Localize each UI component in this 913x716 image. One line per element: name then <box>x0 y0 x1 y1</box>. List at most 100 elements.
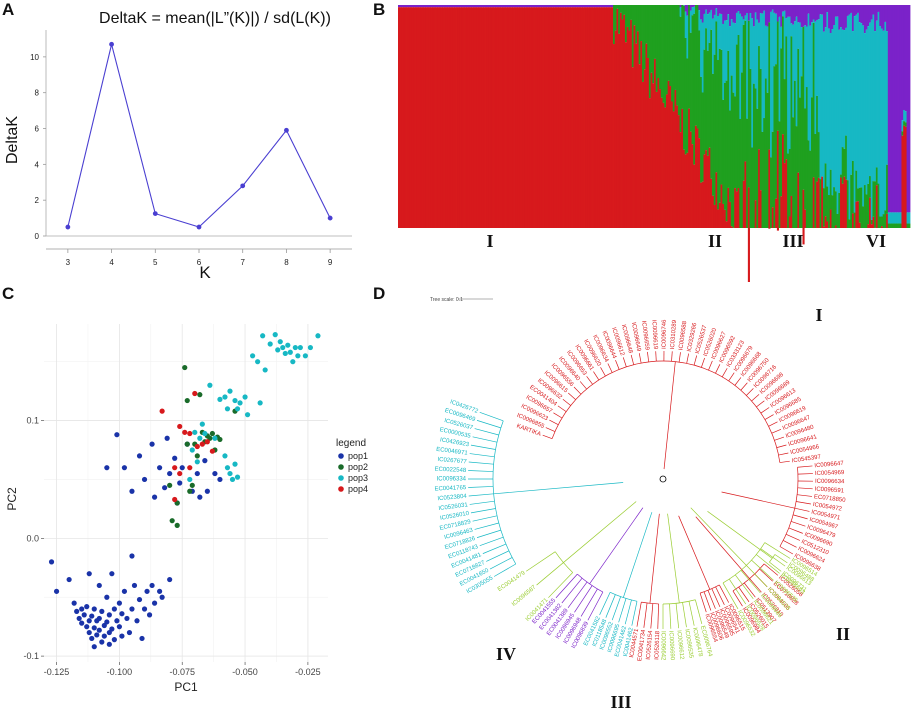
structure-bar-segment <box>425 5 428 8</box>
structure-bar-segment <box>826 221 829 228</box>
structure-bar-segment <box>845 27 848 136</box>
structure-bar-segment <box>548 5 551 8</box>
structure-bar-segment <box>442 7 445 229</box>
structure-bar-segment <box>539 7 542 229</box>
structure-bar-segment <box>435 7 438 229</box>
structure-bar-segment <box>747 5 750 21</box>
structure-bar-segment <box>908 5 911 213</box>
structure-bar-segment <box>836 16 839 215</box>
structure-bar-segment <box>664 5 667 108</box>
structure-bar-segment <box>698 5 701 11</box>
structure-bar-segment <box>643 69 646 228</box>
pca-point-pop2 <box>209 430 215 437</box>
tree-branch <box>760 407 770 414</box>
structure-bar-segment <box>684 11 687 38</box>
structure-bar-segment <box>611 7 614 229</box>
structure-bar-segment <box>433 7 436 229</box>
structure-bar-segment <box>495 5 498 8</box>
structure-bar-segment <box>730 19 733 76</box>
structure-bar-segment <box>855 14 858 171</box>
pca-point-pop1 <box>86 571 92 577</box>
structure-bar-segment <box>503 5 506 8</box>
structure-bar-segment <box>904 122 907 127</box>
structure-bar-segment <box>840 177 843 228</box>
structure-bar-segment <box>782 5 785 12</box>
structure-bar-segment <box>869 197 872 228</box>
structure-bar-segment <box>880 226 884 228</box>
pca-point-pop1 <box>94 632 100 638</box>
structure-bar-segment <box>884 5 887 22</box>
pca-point-pop1 <box>149 441 155 447</box>
structure-bar-segment <box>904 5 907 112</box>
structure-bar-segment <box>807 140 810 228</box>
structure-bar-segment <box>676 105 679 228</box>
structure-bar-segment <box>573 5 576 8</box>
tree-leaf-label: EC0022548 <box>434 467 467 474</box>
structure-bar-segment <box>812 177 815 228</box>
structure-bar-segment <box>725 5 728 21</box>
structure-bar-segment <box>514 5 517 8</box>
structure-bar-segment <box>621 5 624 20</box>
structure-bar-segment <box>829 32 832 170</box>
structure-bar-segment <box>607 7 611 229</box>
structure-bar-segment <box>722 23 725 100</box>
tree-leaf-label: IC0545397 <box>791 454 822 464</box>
structure-bar-segment <box>734 23 737 97</box>
structure-bar-segment <box>834 225 838 228</box>
structure-bar-segment <box>582 7 585 229</box>
pca-point-pop1 <box>76 615 82 622</box>
pca-point-pop1 <box>89 635 95 642</box>
structure-bar-segment <box>725 80 728 222</box>
structure-bar-segment <box>423 5 426 8</box>
pca-point-pop1 <box>48 559 55 565</box>
structure-bar-segment <box>821 5 824 15</box>
structure-bar-segment <box>650 72 653 228</box>
pca-point-pop3 <box>287 349 293 355</box>
structure-bar-segment <box>805 5 808 27</box>
structure-bar-segment <box>758 46 761 150</box>
tree-branch <box>715 586 725 605</box>
structure-bar-segment <box>537 5 541 8</box>
structure-bar-segment <box>903 109 906 122</box>
structure-bar-segment <box>867 183 870 225</box>
tree-branch <box>746 565 768 588</box>
structure-bar-segment <box>623 5 626 15</box>
structure-bar-segment <box>710 9 713 30</box>
tree-branch <box>468 461 494 465</box>
tree-branch <box>749 578 762 593</box>
structure-bar-segment <box>597 5 600 8</box>
structure-bar-segment <box>741 5 744 17</box>
structure-bar-segment <box>657 77 660 228</box>
structure-bar-segment <box>792 117 795 228</box>
structure-bar-segment <box>838 192 841 228</box>
structure-bar-segment <box>613 44 616 229</box>
structure-bar-segment <box>416 7 419 229</box>
structure-bar-segment <box>705 9 708 29</box>
structure-bar-segment <box>858 5 861 23</box>
structure-bar-segment <box>880 5 884 29</box>
pca-point-pop3 <box>229 476 236 483</box>
structure-bar-segment <box>473 7 476 229</box>
structure-bar-segment <box>739 5 742 14</box>
structure-bar-segment <box>462 7 465 229</box>
structure-bar-segment <box>556 7 559 229</box>
structure-bar-segment <box>508 7 512 229</box>
structure-bar-segment <box>816 95 819 182</box>
pca-point-pop1 <box>197 494 203 500</box>
pca-point-pop3 <box>262 367 268 373</box>
tree-branch <box>479 536 504 547</box>
structure-bar-segment <box>476 5 479 8</box>
pca-point-pop1 <box>136 596 143 603</box>
structure-bar-segment <box>635 43 638 228</box>
legend-swatch-pop4 <box>338 486 344 492</box>
structure-bar-segment <box>613 5 616 45</box>
structure-bar-segment <box>867 26 870 184</box>
pca-point-pop3 <box>224 465 231 471</box>
structure-bar-segment <box>464 5 467 8</box>
tree-branch <box>797 473 813 475</box>
structure-bar-segment <box>908 212 911 224</box>
tree-leaf-label: IC0526154 <box>646 630 654 660</box>
structure-bar-segment <box>486 5 489 8</box>
structure-bar-segment <box>532 7 535 229</box>
structure-bar-segment <box>828 28 831 196</box>
